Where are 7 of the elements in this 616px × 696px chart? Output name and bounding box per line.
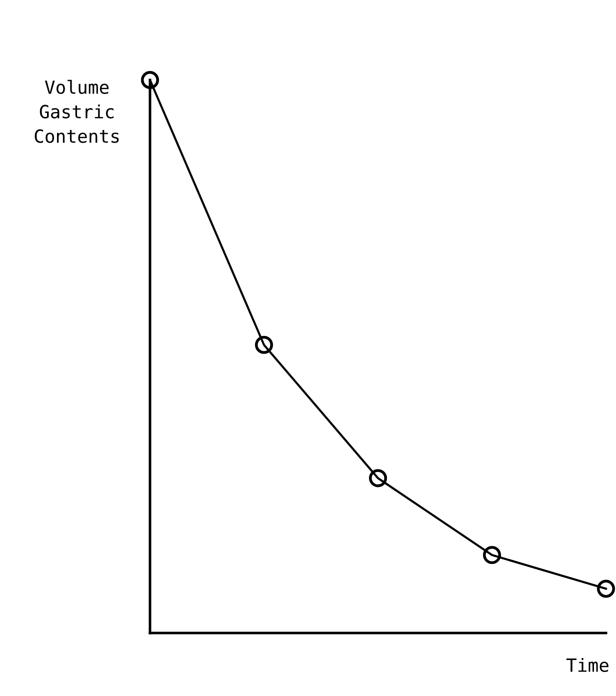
y-axis-title: Volume Gastric Contents	[34, 80, 119, 143]
x-axis-title: Time	[566, 658, 608, 672]
point	[482, 546, 502, 564]
point	[596, 580, 616, 598]
point	[368, 469, 388, 488]
point	[254, 336, 274, 354]
point	[140, 70, 160, 90]
